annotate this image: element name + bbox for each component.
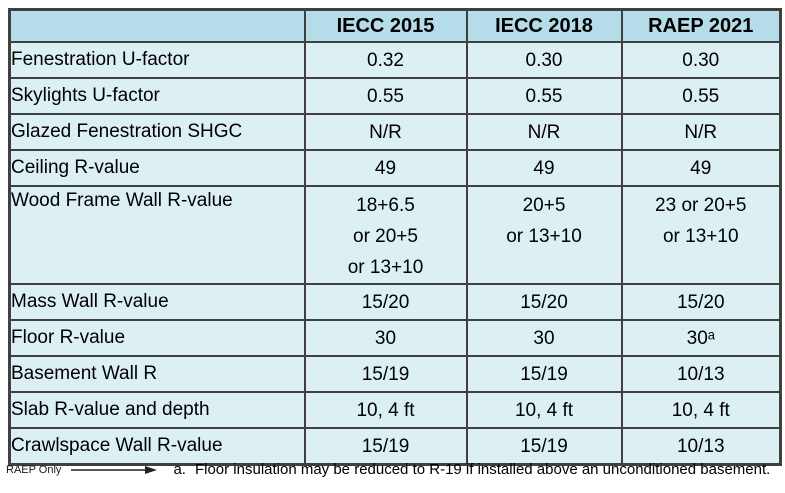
value-cell: 30 (303, 319, 468, 357)
row-label: Ceiling R-value (8, 149, 306, 187)
footnote: a. Floor insulation may be reduced to R-… (173, 461, 770, 478)
value-cell: 15/19 (303, 355, 468, 393)
row-label: Skylights U-factor (8, 77, 306, 115)
value-cell: 10, 4 ft (465, 391, 623, 429)
value-cell: 10/13 (620, 355, 782, 393)
value-cell: 15/20 (465, 283, 623, 321)
value-cell: 15/20 (620, 283, 782, 321)
value-cell: 20+5 or 13+10 (465, 185, 623, 285)
row-label: Slab R-value and depth (8, 391, 306, 429)
footnote-text: Floor insulation may be reduced to R-19 … (194, 461, 771, 478)
value-cell: N/R (465, 113, 623, 151)
table-row: Glazed Fenestration SHGC N/R N/R N/R (8, 113, 782, 151)
table-row: Ceiling R-value 49 49 49 (8, 149, 782, 187)
value-cell: 49 (303, 149, 468, 187)
row-label: Mass Wall R-value (8, 283, 306, 321)
row-label: Basement Wall R (8, 355, 306, 393)
value-cell: 30ᵃ (620, 319, 782, 357)
table-row: Floor R-value 30 30 30ᵃ (8, 319, 782, 357)
value-cell: 10/13 (620, 427, 782, 466)
value-cell: 15/19 (465, 427, 623, 466)
value-cell: 0.55 (620, 77, 782, 115)
value-cell: 0.32 (303, 41, 468, 79)
table-row: Slab R-value and depth 10, 4 ft 10, 4 ft 10… (8, 391, 782, 429)
value-cell: N/R (620, 113, 782, 151)
energy-code-comparison-table: IECC 2015 IECC 2018 RAEP 2021 Fenestrati… (8, 8, 782, 466)
header-row: IECC 2015 IECC 2018 RAEP 2021 (8, 8, 782, 43)
value-cell: 30 (465, 319, 623, 357)
row-label: Floor R-value (8, 319, 306, 357)
footer: RAEP Only a. Floor insulation may be red… (6, 461, 781, 478)
header-raep-2021: RAEP 2021 (620, 8, 782, 43)
table-row: Mass Wall R-value 15/20 15/20 15/20 (8, 283, 782, 321)
value-cell: 10, 4 ft (620, 391, 782, 429)
row-label: Wood Frame Wall R-value (8, 185, 306, 285)
header-iecc-2015: IECC 2015 (303, 8, 468, 43)
row-label: Glazed Fenestration SHGC (8, 113, 306, 151)
value-cell: 18+6.5 or 20+5 or 13+10 (303, 185, 468, 285)
table-row: Basement Wall R 15/19 15/19 10/13 (8, 355, 782, 393)
value-cell: 15/19 (465, 355, 623, 393)
row-label: Crawlspace Wall R-value (8, 427, 306, 466)
table-row: Fenestration U-factor 0.32 0.30 0.30 (8, 41, 782, 79)
value-cell: 49 (620, 149, 782, 187)
header-iecc-2018: IECC 2018 (465, 8, 623, 43)
right-arrow-icon (71, 465, 158, 475)
value-cell: 0.55 (303, 77, 468, 115)
value-cell: 0.30 (620, 41, 782, 79)
value-cell: 49 (465, 149, 623, 187)
table-row: Skylights U-factor 0.55 0.55 0.55 (8, 77, 782, 115)
table-row: Crawlspace Wall R-value 15/19 15/19 10/13 (8, 427, 782, 466)
value-cell: 10, 4 ft (303, 391, 468, 429)
header-empty-cell (8, 8, 306, 43)
row-label: Fenestration U-factor (8, 41, 306, 79)
value-cell: 0.30 (465, 41, 623, 79)
value-cell: 15/19 (303, 427, 468, 466)
footnote-marker: a. (173, 461, 186, 478)
table-row: Wood Frame Wall R-value 18+6.5 or 20+5 or… (8, 185, 782, 285)
raep-only-label: RAEP Only (6, 463, 62, 476)
value-cell: N/R (303, 113, 468, 151)
value-cell: 0.55 (465, 77, 623, 115)
value-cell: 23 or 20+5 or 13+10 (620, 185, 782, 285)
value-cell: 15/20 (303, 283, 468, 321)
